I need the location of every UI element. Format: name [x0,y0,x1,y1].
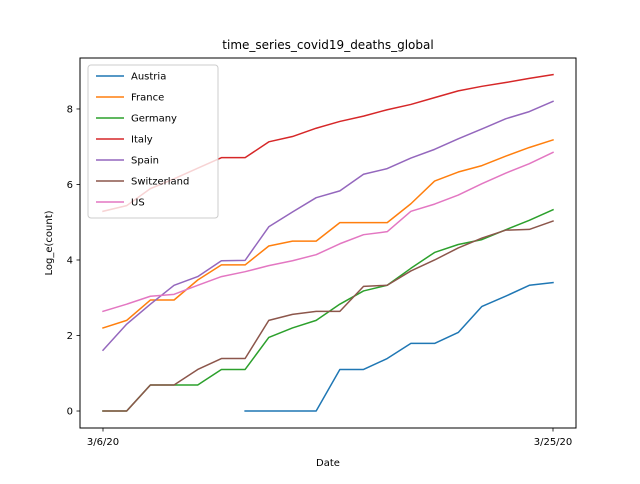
legend-label-spain: Spain [131,156,159,167]
x-tick-label: 3/6/20 [87,437,119,448]
legend-label-germany: Germany [131,114,177,125]
legend-box [87,64,219,219]
plot-frame [79,57,577,429]
series-line-austria [244,281,554,412]
x-axis: 3/6/20 3/25/20 [87,428,572,448]
legend-label-us: US [131,198,145,209]
y-axis: 0 2 4 6 8 [67,104,80,418]
series-line-switzerland [102,220,554,412]
y-tick-label: 8 [67,104,73,115]
y-tick-label: 0 [67,407,73,418]
series-line-us [102,151,555,313]
y-tick-label: 2 [67,331,73,342]
legend: Austria France Germany Italy Spain Switzerlan… [87,64,219,219]
x-axis-label: Date [316,458,340,469]
legend-label-austria: Austria [131,72,166,83]
legend-label-france: France [131,93,164,104]
x-tick-label: 3/25/20 [534,437,573,448]
series-line-spain [101,100,554,352]
y-axis-label: Log_e(count) [44,210,55,275]
legend-label-italy: Italy [131,135,153,146]
y-tick-label: 4 [67,255,73,266]
y-tick-label: 6 [67,180,73,191]
legend-label-switzerland: Switzerland [131,177,189,188]
series-line-france [102,138,554,329]
chart-title: time_series_covid19_deaths_global [222,38,433,52]
